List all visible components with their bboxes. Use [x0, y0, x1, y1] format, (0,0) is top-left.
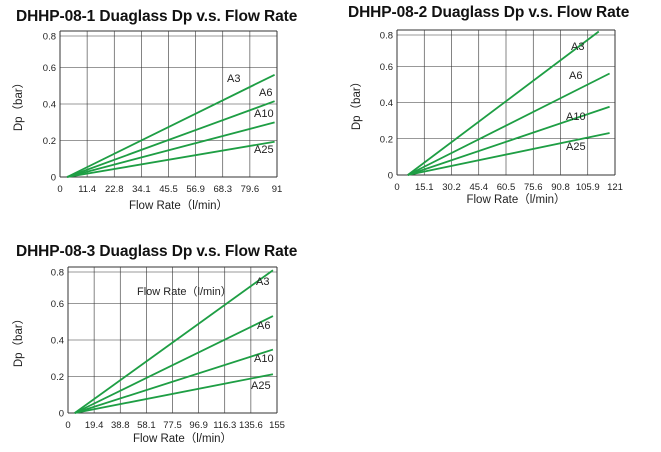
- x-tick-label: 96.9: [189, 420, 208, 431]
- x-tick-label: 77.5: [163, 420, 182, 431]
- y-tick-label: 0.4: [51, 336, 64, 347]
- x-axis-label: Flow Rate（l/min）: [129, 199, 228, 212]
- x-tick-label: 45.4: [470, 182, 489, 193]
- y-tick-label: 0.6: [51, 299, 64, 310]
- series-line-a3: [74, 269, 274, 414]
- x-axis-label: Flow Rate（l/min）: [466, 193, 565, 206]
- series-line-a10: [66, 121, 275, 178]
- y-tick-label: 0.8: [43, 32, 56, 43]
- chart-3-title: DHHP-08-3 Duaglass Dp v.s. Flow Rate: [16, 243, 298, 260]
- series-label-a3: A3: [227, 73, 240, 85]
- y-axis-label: Dp（bar）: [12, 313, 25, 367]
- y-tick-label: 0.6: [43, 63, 56, 74]
- x-tick-label: 0: [394, 182, 399, 193]
- x-tick-label: 68.3: [214, 184, 233, 195]
- y-tick-label: 0.2: [43, 136, 56, 147]
- chart-1-title: DHHP-08-1 Duaglass Dp v.s. Flow Rate: [16, 8, 298, 25]
- x-tick-label: 11.4: [78, 184, 96, 195]
- series-label-a25: A25: [566, 141, 586, 153]
- series-line-a25: [407, 132, 610, 176]
- y-axis-label: Dp（bar）: [350, 76, 363, 130]
- chart-3: 0 19.4 38.8 58.1 77.5 96.9 116.3 135.6 155 0 0.2 0.…: [12, 266, 285, 445]
- series-line-a10: [407, 105, 610, 176]
- series-line-a25: [74, 373, 274, 414]
- series-label-a6: A6: [259, 87, 272, 99]
- y-tick-label: 0: [59, 409, 64, 420]
- x-tick-label: 105.9: [576, 182, 600, 193]
- y-tick-label: 0.2: [51, 372, 64, 383]
- series-label-a25: A25: [254, 144, 274, 156]
- chart-1: 0 11.4 22.8 34.1 45.5 56.9 68.3 79.6 91 0 0.2 0.4 0.…: [12, 30, 283, 212]
- x-tick-label: 91: [272, 184, 283, 195]
- plot-annotation: Flow Rate（l/min）: [137, 285, 232, 298]
- y-tick-label: 0.2: [380, 134, 393, 145]
- x-tick-label: 15.1: [415, 182, 434, 193]
- x-tick-label: 60.5: [497, 182, 516, 193]
- y-tick-label: 0.4: [380, 98, 393, 109]
- x-tick-label: 135.6: [239, 420, 263, 431]
- x-tick-label: 75.6: [524, 182, 543, 193]
- y-tick-label: 0.8: [380, 31, 393, 42]
- series-label-a6: A6: [257, 320, 270, 332]
- series-line-a10: [74, 348, 274, 414]
- x-tick-label: 45.5: [159, 184, 178, 195]
- series-label-a3: A3: [571, 41, 584, 53]
- x-tick-label: 38.8: [111, 420, 130, 431]
- chart-2: 0 15.1 30.2 45.4 60.5 75.6 90.8 105.9 121 0 0.2 0.4…: [350, 29, 623, 206]
- series-label-a3: A3: [256, 276, 269, 288]
- series-label-a10: A10: [254, 353, 274, 365]
- x-tick-label: 58.1: [137, 420, 156, 431]
- series-line-a3: [407, 30, 600, 176]
- y-tick-label: 0.6: [380, 62, 393, 73]
- y-axis-label: Dp（bar）: [12, 77, 25, 131]
- series-line-a6: [407, 72, 610, 176]
- chart-2-title: DHHP-08-2 Duaglass Dp v.s. Flow Rate: [348, 4, 630, 21]
- y-tick-label: 0.8: [51, 268, 64, 279]
- series-label-a10: A10: [566, 111, 586, 123]
- x-tick-label: 56.9: [186, 184, 205, 195]
- series-line-a25: [67, 140, 275, 178]
- y-tick-label: 0.4: [43, 100, 56, 111]
- x-tick-label: 30.2: [442, 182, 461, 193]
- y-tick-label: 0: [388, 171, 393, 182]
- series-label-a6: A6: [569, 70, 582, 82]
- x-tick-label: 22.8: [105, 184, 124, 195]
- series-line-a3: [66, 73, 276, 178]
- series-label-a25: A25: [251, 380, 271, 392]
- x-tick-label: 155: [269, 420, 285, 431]
- x-tick-label: 0: [65, 420, 70, 431]
- x-axis-label: Flow Rate（l/min）: [133, 432, 232, 445]
- x-tick-label: 90.8: [551, 182, 570, 193]
- x-tick-label: 0: [57, 184, 62, 195]
- series-line-a6: [74, 315, 274, 414]
- y-tick-label: 0: [51, 173, 56, 184]
- x-tick-label: 116.3: [213, 420, 236, 431]
- x-tick-label: 79.6: [241, 184, 260, 195]
- x-tick-label: 34.1: [132, 184, 151, 195]
- x-tick-label: 19.4: [85, 420, 104, 431]
- series-line-a6: [66, 100, 275, 178]
- x-tick-label: 121: [607, 182, 623, 193]
- series-label-a10: A10: [254, 108, 274, 120]
